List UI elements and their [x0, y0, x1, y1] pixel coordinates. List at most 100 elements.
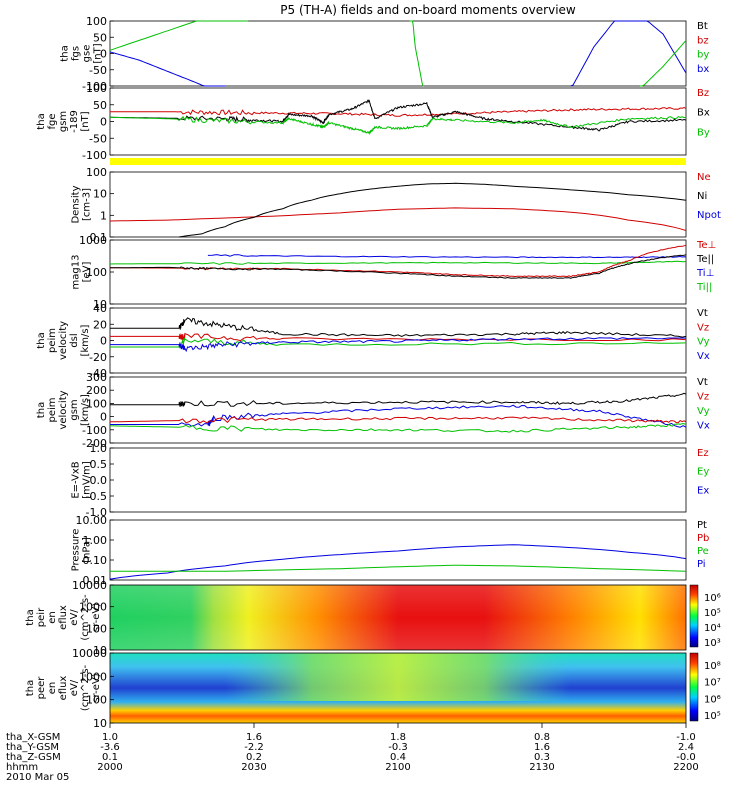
legend-bt: Bt: [697, 21, 708, 32]
series-line-peim_dsl-2: [110, 337, 687, 349]
ytick-label: 100: [86, 166, 107, 179]
legend-ey: Ey: [697, 467, 709, 478]
ytick-label: 10: [93, 644, 107, 657]
legend-vt: Vt: [697, 308, 708, 319]
orbit-value: 1.6: [534, 742, 550, 753]
series-line-pressure-1: [110, 564, 687, 572]
peir-spectrogram: [110, 585, 686, 650]
panel-peer: 10000 1000 100 10 thapeerenefluxeV/(cm^2-s-s…: [25, 647, 721, 730]
colorbar-tick: 10⁵: [704, 711, 721, 722]
ytick-label: 1000: [79, 670, 107, 683]
legend-vy: Vy: [697, 337, 710, 348]
ylabel: thafgegsm-189[nT]: [36, 110, 91, 133]
panel-frame: [109, 87, 687, 156]
orbit-value: 2000: [97, 762, 122, 773]
series-line-fgs-1: [109, 51, 226, 87]
orbit-value: -3.6: [100, 742, 120, 753]
legend-ti||: Ti||: [696, 282, 712, 293]
ytick-label: -200: [82, 437, 107, 450]
series-line-density-0: [109, 207, 687, 231]
ylabel: thafgsgse[nT]: [60, 43, 104, 63]
legend-ez: Ez: [697, 448, 709, 459]
date-label: 2010 Mar 05: [6, 772, 69, 783]
orbit-value: 1.0: [102, 732, 118, 743]
legend-bx: Bx: [697, 108, 710, 119]
series-line-fge-0: [110, 106, 687, 117]
orbit-row-label: tha_X-GSM: [6, 732, 60, 743]
colorbar-tick: 10⁴: [704, 623, 721, 634]
ytick-label: 100: [86, 622, 107, 635]
ytick-label: 40: [93, 302, 107, 315]
orbit-value: 0.3: [534, 752, 550, 763]
ytick-label: 10.00: [76, 514, 108, 527]
ytick-label: 300: [86, 371, 107, 384]
legend-vz: Vz: [697, 322, 709, 333]
ytick-label: 50: [93, 99, 107, 112]
legend-te⊥: Te⊥: [696, 240, 716, 251]
ytick-label: 1.00: [83, 534, 108, 547]
ytick-label: 0.10: [83, 554, 108, 567]
orbit-value: 0.8: [534, 732, 550, 743]
ytick-label: 100: [86, 266, 107, 279]
orbit-row-label: tha_Y-GSM: [6, 742, 59, 753]
ytick-label: -100: [82, 149, 107, 162]
series-line-temperature-0: [207, 254, 687, 259]
orbit-value: -0.3: [388, 742, 408, 753]
ytick-label: 0.01: [83, 574, 108, 587]
orbit-value: -0.0: [676, 752, 696, 763]
ytick-label: -1.0: [86, 506, 107, 519]
series-line-fgs-0: [109, 20, 249, 51]
ytick-label: 1: [100, 209, 107, 222]
colorbar-tick: 10⁶: [704, 694, 721, 705]
legend-bz: bz: [697, 35, 709, 46]
ytick-label: 10000: [72, 647, 107, 660]
legend-by: by: [697, 50, 709, 61]
ytick-label: 0.1: [90, 231, 108, 244]
legend-bx: bx: [697, 64, 709, 75]
orbit-value: -2.2: [244, 742, 264, 753]
legend-vx: Vx: [697, 421, 710, 432]
ytick-label: 100: [86, 694, 107, 707]
legend-bz: Bz: [697, 88, 709, 99]
series-line-temperature-1: [109, 260, 687, 265]
ytick-label: 0: [100, 335, 107, 348]
figure-title: P5 (TH-A) fields and on-board moments ov…: [280, 3, 576, 17]
ytick-label: 0: [100, 48, 107, 61]
orbit-value: 0.1: [102, 752, 118, 763]
orbit-row-label: tha_Z-GSM: [6, 752, 61, 763]
legend-pt: Pt: [697, 520, 707, 531]
colorbar-tick: 10⁵: [704, 608, 721, 619]
colorbar-tick: 10⁶: [704, 593, 721, 604]
legend-by: By: [697, 127, 710, 138]
orbit-value: 2100: [385, 762, 410, 773]
panel-frame: [109, 584, 687, 651]
series-line-peim_gsm-3: [109, 423, 687, 433]
orbit-row-label: hhmm: [6, 762, 38, 773]
panel-frame: [109, 171, 687, 238]
legend-npot: Npot: [697, 210, 721, 221]
colorbar-tick: 10⁸: [704, 661, 721, 672]
ylabel: E=-VxB[mV/m]: [71, 461, 93, 499]
ytick-label: 200: [86, 384, 107, 397]
ytick-label: -40: [89, 367, 107, 380]
ylabel: Pressure[nPa]: [71, 529, 93, 572]
ytick-label: 20: [93, 318, 107, 331]
series-line-peim_gsm-0: [110, 392, 687, 407]
orbit-value: 0.4: [390, 752, 406, 763]
ytick-label: 0: [100, 116, 107, 129]
series-line-peim_dsl-0: [110, 317, 687, 338]
legend-ti⊥: Ti⊥: [696, 268, 714, 279]
orbit-value: 2130: [529, 762, 554, 773]
panel-fge: 100 50 0 -50 -100 thafgegsm-189[nT] Bz Bx By: [36, 82, 710, 162]
peir-colorbar: [689, 584, 699, 648]
legend-vz: Vz: [697, 392, 709, 403]
series-line-fge-1: [110, 99, 687, 132]
panel-fgs: 100 50 0 -50 -100 thafgsgse[nT] Bt bz by bx: [60, 15, 710, 93]
ytick-label: 0.0: [90, 474, 108, 487]
ytick-label: 0: [100, 411, 107, 424]
legend-pe: Pe: [697, 546, 709, 557]
series-line-fgs-3: [570, 20, 687, 87]
legend-ni: Ni: [697, 191, 707, 202]
panel-peir: 10000 1000 100 10 thapeirenefluxeV/(cm^2-s-s…: [25, 579, 721, 657]
